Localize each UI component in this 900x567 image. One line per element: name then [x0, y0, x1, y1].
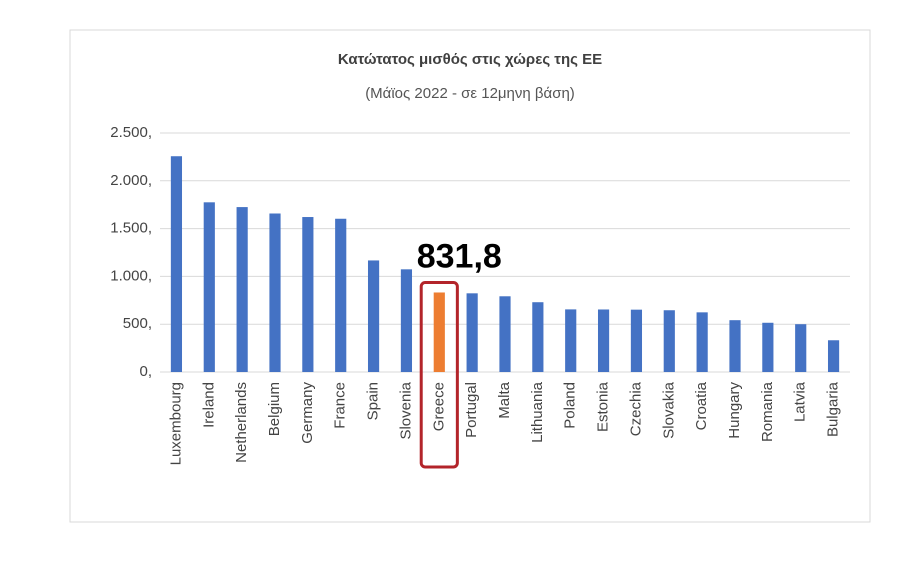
- x-tick-label: Lithuania: [529, 381, 546, 443]
- x-tick-label: Slovenia: [397, 381, 414, 439]
- x-tick-label: Bulgaria: [825, 381, 842, 437]
- x-tick-label: Belgium: [266, 382, 283, 436]
- y-tick-label: 500,: [123, 315, 152, 332]
- bar: [565, 309, 577, 372]
- x-tick-label: Estonia: [595, 381, 612, 432]
- bar: [663, 310, 675, 372]
- bar: [203, 202, 215, 372]
- x-tick-label: Poland: [562, 382, 579, 429]
- bar: [630, 309, 643, 372]
- y-tick-label: 0,: [139, 363, 152, 380]
- x-tick-label: Romania: [759, 381, 776, 442]
- x-tick-label: Ireland: [200, 382, 217, 428]
- bar: [269, 213, 281, 372]
- chart-title: Κατώτατος μισθός στις χώρες της ΕΕ: [338, 51, 602, 68]
- x-tick-label: Portugal: [463, 382, 480, 438]
- bar: [335, 218, 347, 372]
- bar: [170, 156, 183, 372]
- x-tick-label: Germany: [299, 382, 316, 444]
- bar: [433, 292, 445, 372]
- bar: [367, 260, 380, 372]
- bar: [499, 296, 511, 372]
- bar: [827, 340, 840, 372]
- chart-subtitle: (Μάϊος 2022 - σε 12μηνη βάση): [365, 85, 575, 102]
- y-tick-label: 2.000,: [110, 172, 152, 189]
- x-tick-label: Greece: [430, 382, 447, 431]
- bar: [729, 320, 741, 372]
- x-tick-label: Latvia: [792, 381, 809, 422]
- x-tick-label: Malta: [496, 381, 513, 418]
- y-tick-label: 1.500,: [110, 220, 152, 237]
- bar: [466, 293, 478, 372]
- highlight-box: [419, 280, 459, 469]
- x-tick-label: Spain: [365, 382, 382, 420]
- y-tick-label: 1.000,: [110, 267, 152, 284]
- x-tick-label: France: [332, 382, 349, 429]
- x-tick-label: Hungary: [726, 382, 743, 439]
- bar: [302, 217, 314, 372]
- bar: [762, 322, 774, 372]
- bar: [696, 312, 708, 372]
- value-label: 831,8: [417, 237, 502, 275]
- bar: [597, 309, 610, 372]
- bar: [532, 302, 544, 372]
- x-tick-label: Slovakia: [660, 381, 677, 438]
- bar: [400, 269, 413, 372]
- y-tick-label: 2.500,: [110, 124, 152, 141]
- bar: [795, 324, 807, 372]
- x-tick-label: Czechia: [627, 381, 644, 436]
- x-tick-label: Netherlands: [233, 382, 250, 463]
- bar: [236, 207, 248, 372]
- x-tick-label: Croatia: [693, 381, 710, 430]
- x-tick-label: Luxembourg: [167, 382, 184, 465]
